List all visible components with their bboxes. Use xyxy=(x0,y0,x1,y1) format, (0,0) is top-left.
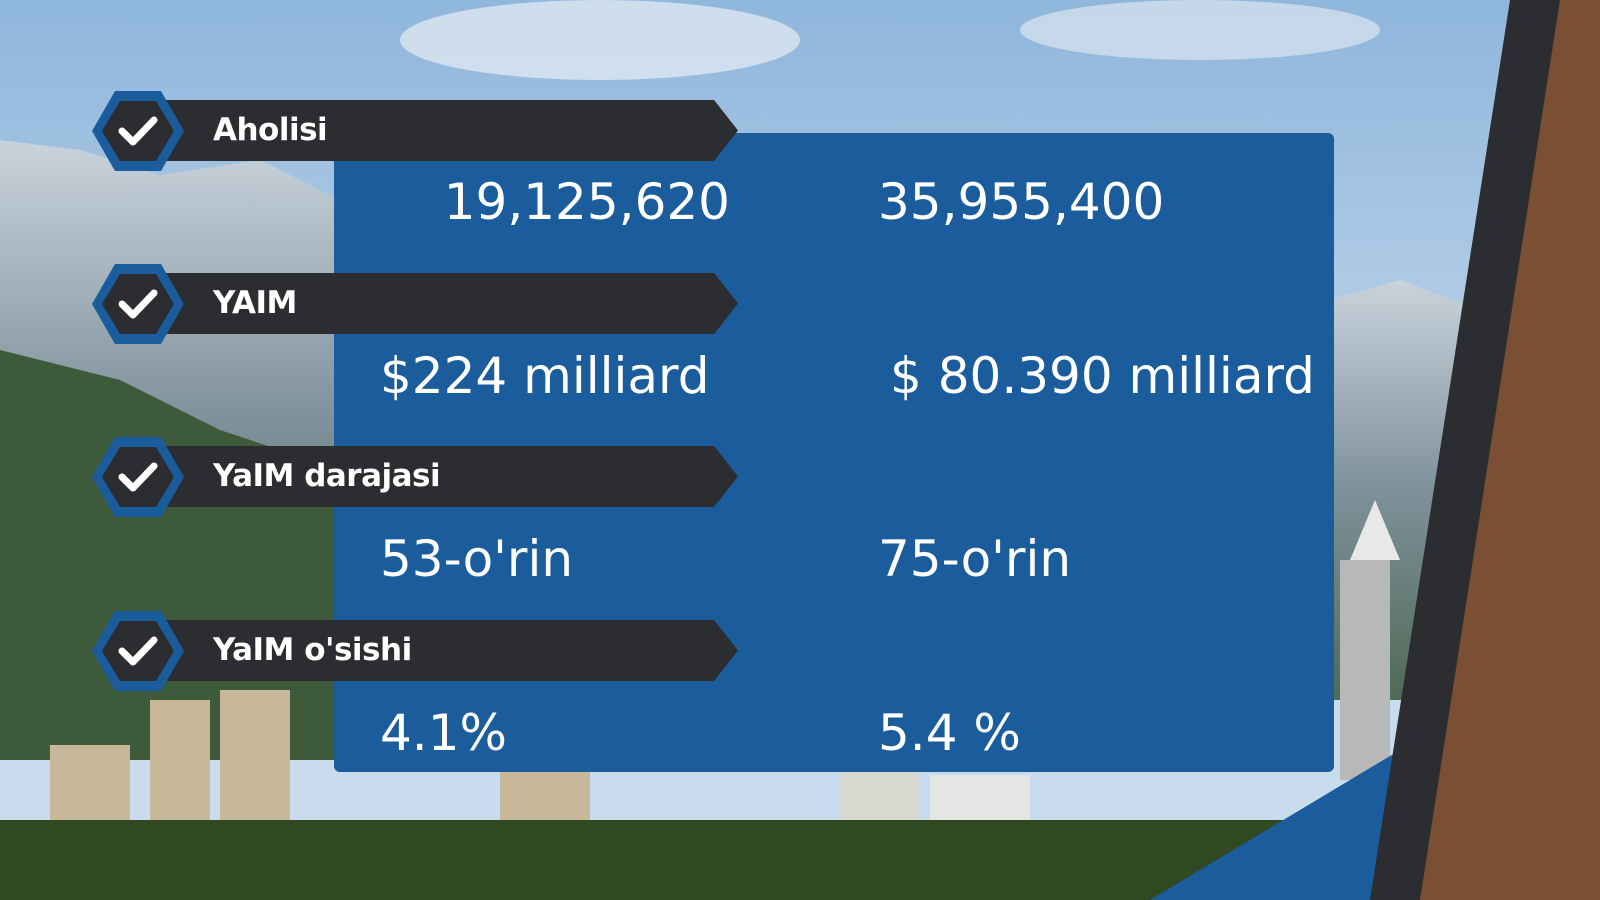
hexagon xyxy=(92,264,184,344)
row-label: YaIM darajasi xyxy=(213,458,441,494)
label-bar xyxy=(140,620,738,681)
check-icon xyxy=(92,435,184,519)
row-label: Aholisi xyxy=(213,112,328,148)
hexagon xyxy=(92,91,184,171)
hexagon xyxy=(92,611,184,691)
check-icon xyxy=(92,89,184,173)
value: 35,955,400 xyxy=(878,173,1165,231)
row-label: YAIM xyxy=(213,285,297,321)
value: 4.1% xyxy=(380,704,508,762)
value: 53-o'rin xyxy=(380,530,574,588)
row-label: YaIM o'sishi xyxy=(213,632,412,668)
label-bar xyxy=(140,100,738,161)
label-bar xyxy=(140,446,738,507)
check-icon xyxy=(92,609,184,693)
value: 75-o'rin xyxy=(878,530,1072,588)
check-icon xyxy=(92,262,184,346)
value: 19,125,620 xyxy=(443,173,730,231)
value: 5.4 % xyxy=(878,704,1021,762)
label-bar xyxy=(140,273,738,334)
value: $224 milliard xyxy=(380,347,710,405)
value: $ 80.390 milliard xyxy=(890,347,1315,405)
hexagon xyxy=(92,437,184,517)
